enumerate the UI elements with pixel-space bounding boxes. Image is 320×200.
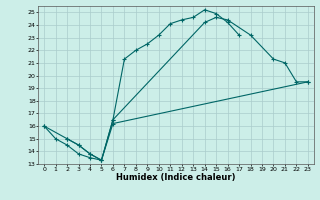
X-axis label: Humidex (Indice chaleur): Humidex (Indice chaleur) xyxy=(116,173,236,182)
